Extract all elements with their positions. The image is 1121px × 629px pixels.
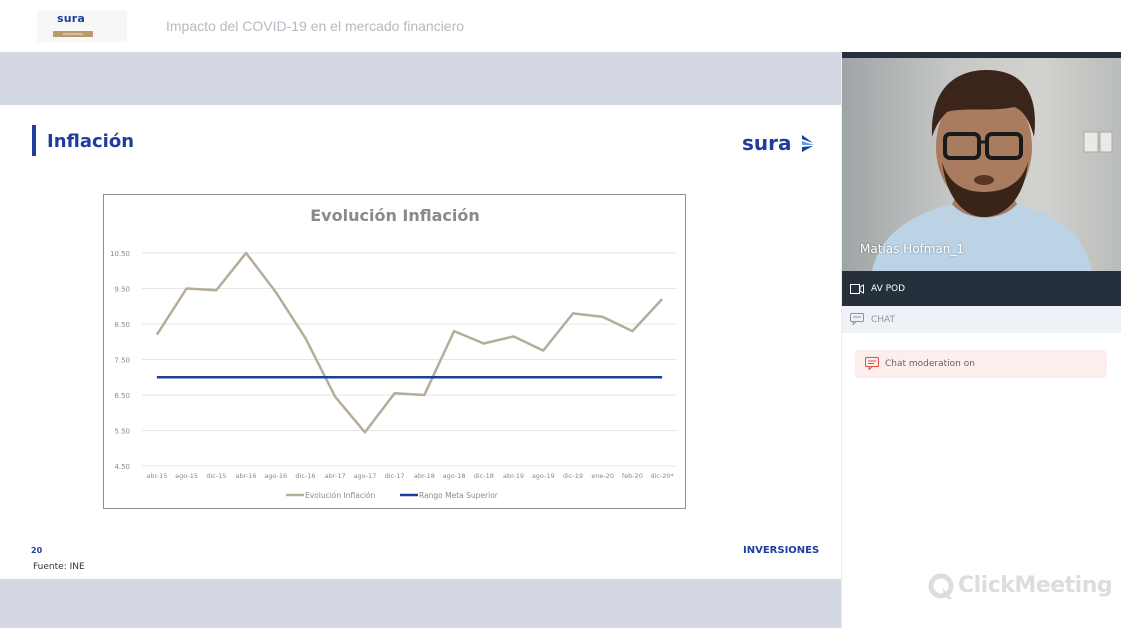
brand-text: ClickMeeting	[958, 573, 1113, 598]
clickmeeting-logo-icon	[928, 573, 954, 599]
y-tick-label: 6.50	[114, 392, 130, 400]
chart-y-ticks: 4.50 5.50 6.50 7.50 8.50 9.50 10.50	[110, 250, 130, 471]
y-tick-label: 4.50	[114, 463, 130, 471]
chart-gridlines	[142, 252, 677, 467]
x-tick-label: dic-16	[295, 472, 315, 480]
side-panel: Matías Hofman_1 AV POD CHAT Chat moderat…	[841, 52, 1121, 629]
x-tick-label: feb-20	[622, 472, 643, 480]
x-tick-label: abr-15	[146, 472, 167, 480]
chart-legend: Evolución Inflación Rango Meta Superior	[286, 491, 499, 500]
chart-x-ticks: abr-15 ago-15 dic-15 abr-16 ago-16 dic-16 abr-…	[146, 472, 674, 480]
slide-band-top	[0, 52, 841, 105]
webinar-title: Impacto del COVID-19 en el mercado finan…	[166, 18, 465, 34]
slide-logo-text: sura	[742, 131, 792, 155]
chat-icon	[850, 313, 864, 325]
x-tick-label: dic-17	[385, 472, 405, 480]
slide-page-number: 20	[31, 546, 43, 555]
x-tick-label: ago-17	[354, 472, 377, 480]
moderation-label: Chat moderation on	[885, 359, 975, 369]
chart-title: Evolución Inflación	[310, 206, 480, 225]
chat-label: CHAT	[871, 315, 896, 325]
av-pod-label: AV POD	[871, 284, 906, 294]
sura-wing-icon	[802, 135, 814, 152]
y-tick-label: 10.50	[110, 250, 130, 258]
x-tick-label: ago-16	[264, 472, 287, 480]
chart-canvas: Evolución Inflación 4.50 5.50 6.50 7.50 8.50…	[110, 206, 677, 500]
x-tick-label: dic-18	[474, 472, 494, 480]
y-tick-label: 7.50	[114, 357, 130, 365]
x-tick-label: abr-18	[414, 472, 435, 480]
x-tick-label: abr-16	[236, 472, 257, 480]
x-tick-label: ago-18	[443, 472, 466, 480]
legend-label: Evolución Inflación	[305, 491, 376, 500]
chat-moderation-notice: Chat moderation on	[855, 350, 1107, 378]
av-pod-tab[interactable]: AV POD	[842, 271, 1121, 306]
x-tick-label: dic-19	[563, 472, 583, 480]
x-tick-label: dic-15	[206, 472, 226, 480]
app-header: sura INVERSIONES Impacto del COVID-19 en…	[0, 0, 1121, 52]
slide-title: Inflación	[47, 131, 135, 152]
x-tick-label: abr-17	[325, 472, 346, 480]
camera-icon	[850, 284, 864, 294]
slide-source: Fuente: INE	[33, 562, 85, 572]
participant-name: Matías Hofman_1	[860, 242, 965, 256]
header-logo-subtext: INVERSIONES	[53, 31, 93, 37]
header-logo: sura INVERSIONES	[37, 10, 127, 42]
video-feed[interactable]: Matías Hofman_1	[842, 52, 1121, 271]
chat-tab[interactable]: CHAT	[842, 306, 1121, 333]
x-tick-label: ago-19	[532, 472, 555, 480]
video-top-border	[842, 52, 1121, 58]
header-logo-text: sura	[57, 12, 86, 25]
legend-label: Rango Meta Superior	[419, 491, 499, 500]
series-line-1	[155, 251, 664, 434]
moderation-icon	[865, 357, 879, 370]
presentation-slide: Inflación sura Evolución Inflación 4.50 5…	[0, 52, 841, 629]
chart-series-lines	[155, 251, 664, 434]
slide-footer-label: INVERSIONES	[743, 545, 820, 556]
x-tick-label: ene-20	[591, 472, 614, 480]
x-tick-label: abr-19	[503, 472, 524, 480]
x-tick-label: ago-15	[175, 472, 198, 480]
slide-band-bottom	[0, 579, 841, 628]
inflation-chart: Evolución Inflación 4.50 5.50 6.50 7.50 8.50…	[103, 194, 686, 509]
x-tick-label: dic-20*	[650, 472, 674, 480]
slide-title-accent	[32, 125, 36, 156]
y-tick-label: 9.50	[114, 286, 130, 294]
y-tick-label: 8.50	[114, 321, 130, 329]
y-tick-label: 5.50	[114, 428, 130, 436]
